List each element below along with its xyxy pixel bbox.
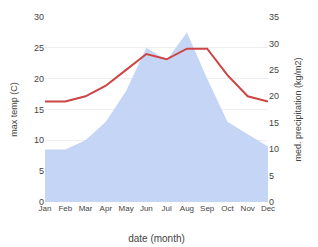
svg-text:0: 0	[269, 197, 274, 207]
svg-text:date (month): date (month)	[128, 233, 185, 244]
svg-text:30: 30	[34, 12, 44, 22]
svg-text:Sep: Sep	[200, 204, 215, 213]
svg-text:15: 15	[269, 118, 279, 128]
svg-text:Jul: Jul	[162, 204, 172, 213]
svg-text:Jun: Jun	[140, 204, 153, 213]
svg-text:5: 5	[269, 171, 274, 181]
svg-text:15: 15	[34, 105, 44, 115]
svg-text:Jan: Jan	[39, 204, 52, 213]
svg-text:Apr: Apr	[100, 204, 113, 213]
svg-text:Oct: Oct	[221, 204, 234, 213]
svg-text:Dec: Dec	[261, 204, 275, 213]
svg-text:10: 10	[269, 144, 279, 154]
svg-text:Nov: Nov	[241, 204, 255, 213]
svg-text:20: 20	[34, 74, 44, 84]
svg-text:0: 0	[39, 197, 44, 207]
svg-text:10: 10	[34, 135, 44, 145]
svg-text:25: 25	[269, 65, 279, 75]
svg-text:Mar: Mar	[79, 204, 93, 213]
svg-text:35: 35	[269, 12, 279, 22]
svg-text:med. precipitation (kg/m2): med. precipitation (kg/m2)	[293, 57, 303, 161]
svg-text:20: 20	[269, 91, 279, 101]
svg-text:max temp (C): max temp (C)	[9, 82, 19, 137]
svg-text:Aug: Aug	[180, 204, 194, 213]
svg-text:May: May	[119, 204, 134, 213]
svg-text:Feb: Feb	[58, 204, 72, 213]
svg-text:5: 5	[39, 166, 44, 176]
svg-text:25: 25	[34, 43, 44, 53]
svg-text:30: 30	[269, 39, 279, 49]
